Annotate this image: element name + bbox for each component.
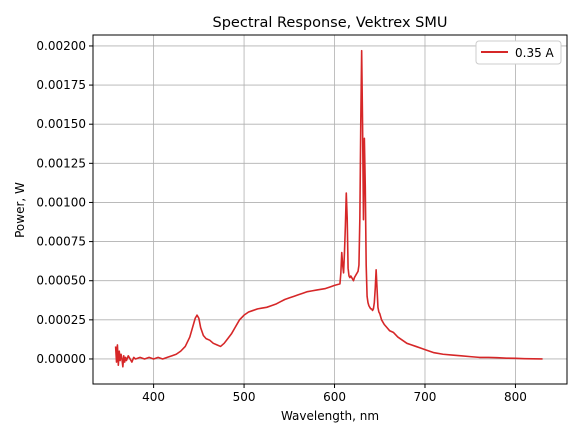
y-tick-label: 0.00175 — [36, 78, 86, 92]
chart-title: Spectral Response, Vektrex SMU — [213, 15, 448, 31]
x-axis-label: Wavelength, nm — [281, 409, 379, 423]
plot-frame — [92, 34, 568, 385]
y-axis: 0.00000 0.00025 0.00050 0.00075 0.00100 0.001… — [36, 39, 93, 366]
y-tick-label: 0.00150 — [36, 117, 86, 131]
x-tick-label: 400 — [142, 390, 165, 404]
legend-label-0: 0.35 A — [515, 46, 555, 60]
x-tick-label: 600 — [323, 390, 346, 404]
y-tick-label: 0.00125 — [36, 156, 86, 170]
y-tick-label: 0.00000 — [36, 352, 86, 366]
series-layer — [114, 49, 543, 368]
y-tick-label: 0.00025 — [36, 313, 86, 327]
y-axis-label: Power, W — [13, 182, 27, 238]
legend-box — [475, 40, 562, 65]
x-axis: 400 500 600 700 800 — [142, 384, 527, 404]
y-tick-label: 0.00075 — [36, 235, 86, 249]
series-line-0 — [114, 49, 543, 368]
y-tick-label: 0.00050 — [36, 274, 86, 288]
x-tick-label: 500 — [233, 390, 256, 404]
y-tick-label: 0.00100 — [36, 195, 86, 209]
x-tick-label: 700 — [414, 390, 437, 404]
legend: 0.35 A — [475, 40, 562, 65]
x-tick-label: 800 — [504, 390, 527, 404]
y-tick-label: 0.00200 — [36, 39, 86, 53]
grid-lines — [93, 35, 567, 384]
